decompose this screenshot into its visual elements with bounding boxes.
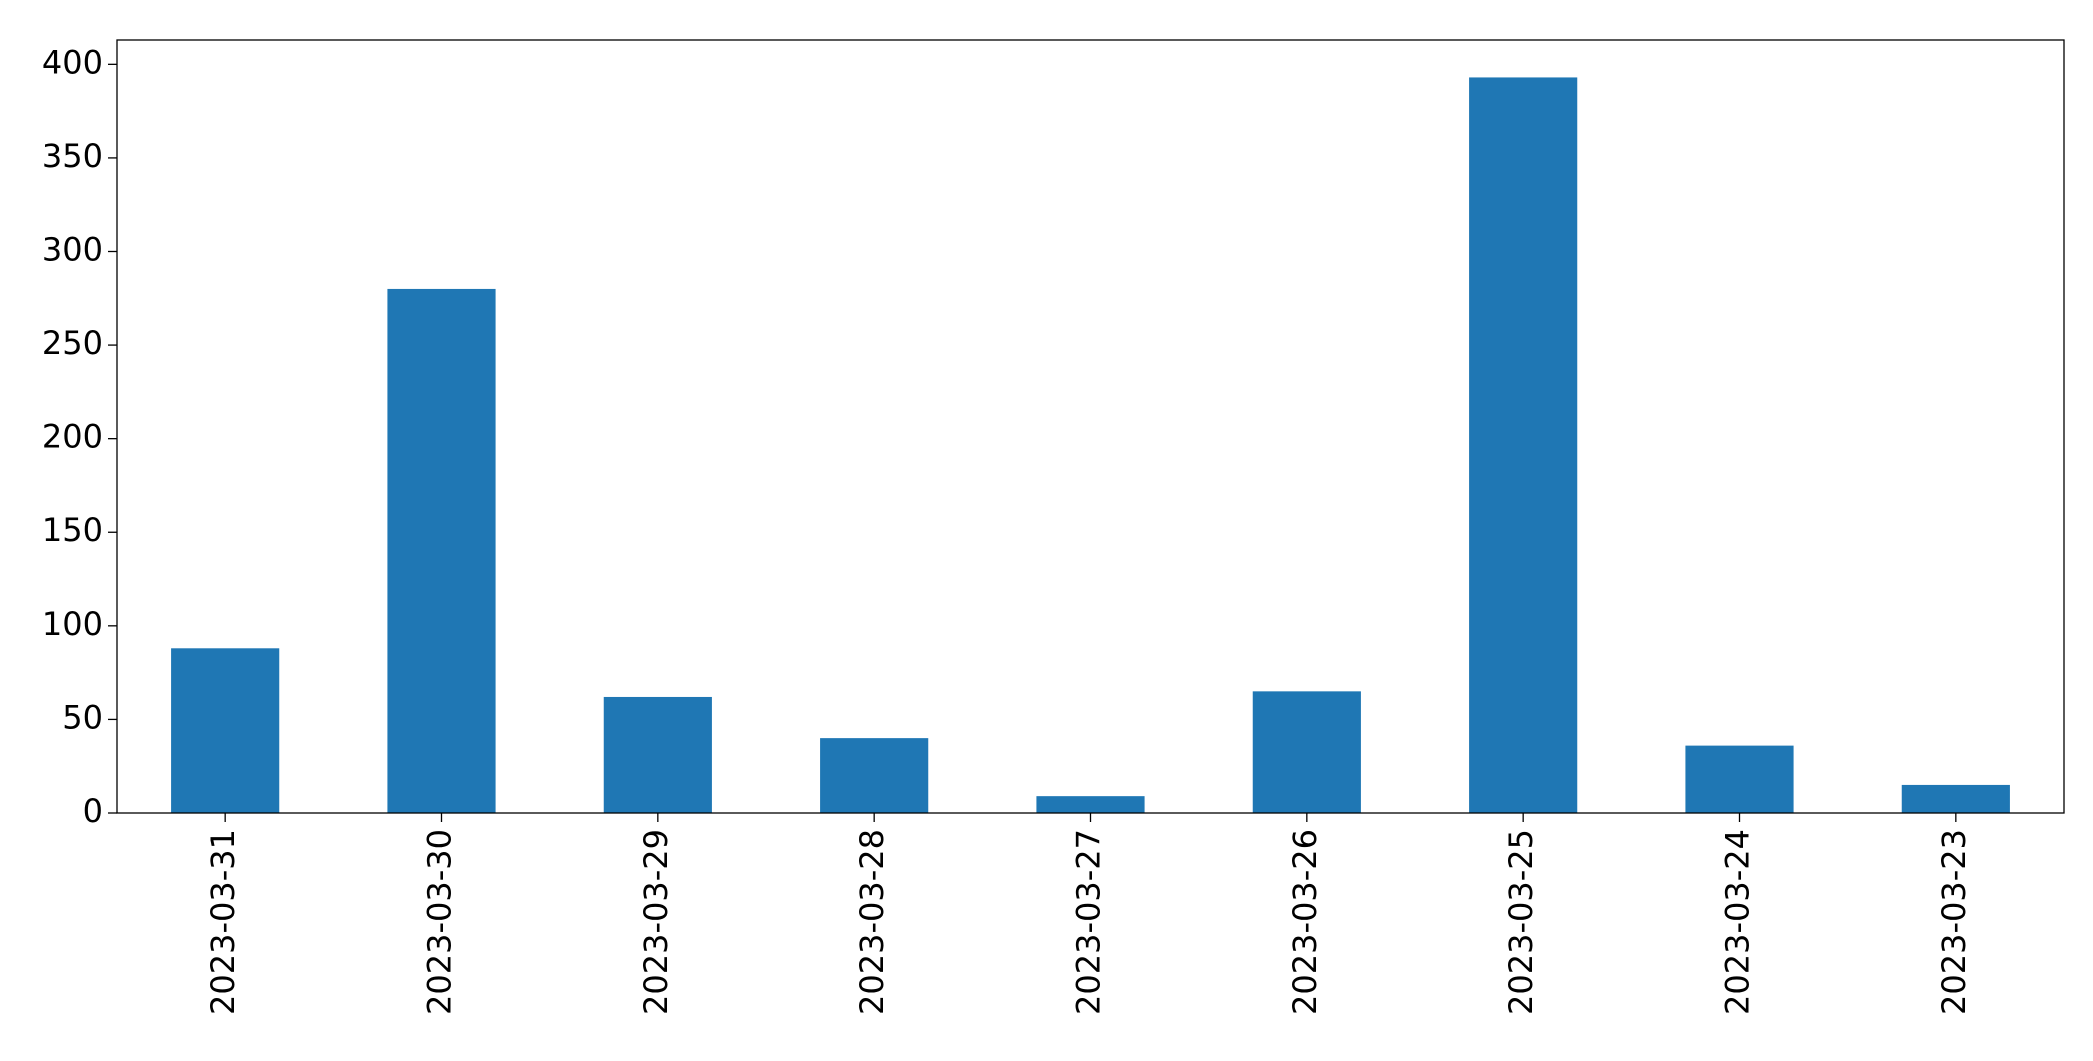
x-tick-label: 2023-03-29 xyxy=(637,829,675,1015)
x-tick-label: 2023-03-24 xyxy=(1719,829,1757,1015)
bar xyxy=(171,648,280,813)
y-tick-label: 350 xyxy=(42,137,103,175)
bar xyxy=(1901,784,2010,813)
y-tick-label: 100 xyxy=(42,605,103,643)
bar xyxy=(1469,77,1578,813)
x-tick-label: 2023-03-30 xyxy=(421,829,459,1015)
bar xyxy=(1036,796,1145,813)
x-tick-label: 2023-03-26 xyxy=(1286,829,1324,1015)
y-tick-label: 150 xyxy=(42,511,103,549)
x-tick-label: 2023-03-31 xyxy=(204,829,242,1015)
y-tick-label: 200 xyxy=(42,418,103,456)
y-tick-label: 400 xyxy=(42,43,103,81)
y-tick-label: 0 xyxy=(83,792,103,830)
bar xyxy=(387,288,496,813)
bar xyxy=(1252,691,1361,813)
x-tick-label: 2023-03-27 xyxy=(1070,829,1108,1015)
bar xyxy=(1685,745,1794,813)
x-tick-label: 2023-03-23 xyxy=(1935,829,1973,1015)
x-tick-label: 2023-03-28 xyxy=(853,829,891,1015)
bar xyxy=(603,696,712,813)
x-tick-label: 2023-03-25 xyxy=(1502,829,1540,1015)
y-tick-label: 50 xyxy=(62,698,103,736)
y-tick-label: 250 xyxy=(42,324,103,362)
y-tick-label: 300 xyxy=(42,230,103,268)
bar xyxy=(820,738,929,813)
axes-frame xyxy=(116,39,2065,814)
